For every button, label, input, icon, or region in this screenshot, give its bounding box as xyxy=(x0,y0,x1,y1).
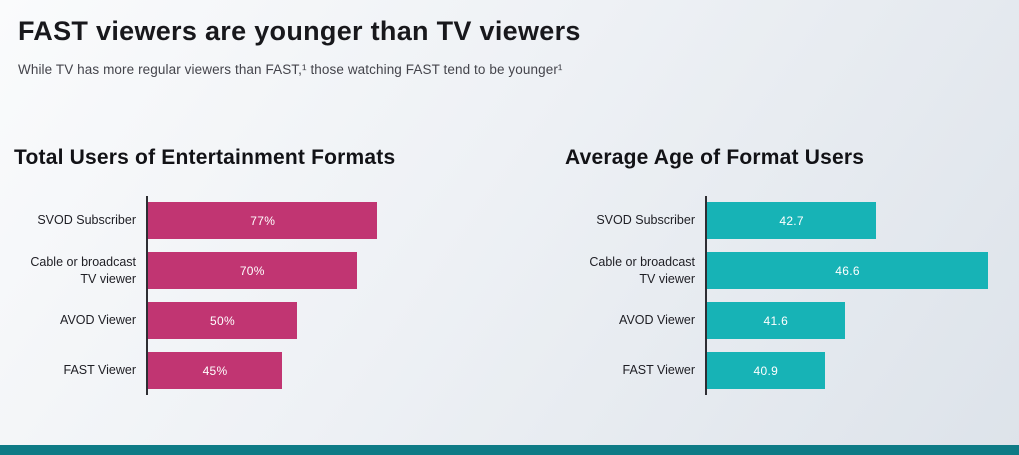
chart-total-users: Total Users of Entertainment Formats SVO… xyxy=(14,146,494,395)
value-label: 46.6 xyxy=(835,263,860,278)
chart-row: SVOD Subscriber 42.7 xyxy=(565,202,1015,239)
value-label: 40.9 xyxy=(753,363,779,378)
chart-row: FAST Viewer 45% xyxy=(14,352,494,389)
category-label: AVOD Viewer xyxy=(60,313,136,328)
chart-row: FAST Viewer 40.9 xyxy=(565,352,1015,389)
chart-rows: SVOD Subscriber 42.7 Cable or broadcast TV… xyxy=(565,196,1015,395)
value-label: 45% xyxy=(202,363,228,378)
bar-area: 45% xyxy=(146,352,446,389)
category-label: FAST Viewer xyxy=(63,363,137,378)
category-label: AVOD Viewer xyxy=(619,313,695,328)
chart-title: Average Age of Format Users xyxy=(565,146,865,169)
chart-row: AVOD Viewer 41.6 xyxy=(565,302,1015,339)
bar: 40.9 xyxy=(707,352,825,389)
bar-area: 41.6 xyxy=(705,302,991,339)
chart-row: SVOD Subscriber 77% xyxy=(14,202,494,239)
bar-area: 77% xyxy=(146,202,446,239)
page-subtitle: While TV has more regular viewers than F… xyxy=(18,62,563,77)
value-label: 41.6 xyxy=(763,313,789,328)
bar: 42.7 xyxy=(707,202,877,239)
chart-row: Cable or broadcast TV viewer 46.6 xyxy=(565,252,1015,289)
bar: 70% xyxy=(148,252,357,289)
bar: 41.6 xyxy=(707,302,845,339)
bar-area: 42.7 xyxy=(705,202,991,239)
chart-rows: SVOD Subscriber 77% Cable or broadcast TV … xyxy=(14,196,494,395)
chart-title: Total Users of Entertainment Formats xyxy=(14,146,396,169)
y-axis-line xyxy=(146,196,148,395)
y-axis-line xyxy=(705,196,707,395)
bar-area: 50% xyxy=(146,302,446,339)
bar: 46.6 xyxy=(707,252,989,289)
bar-area: 46.6 xyxy=(705,252,991,289)
bar-area: 40.9 xyxy=(705,352,991,389)
category-label: Cable or broadcast TV viewer xyxy=(30,255,136,286)
bar: 45% xyxy=(148,352,283,389)
category-label: SVOD Subscriber xyxy=(37,213,136,228)
chart-row: Cable or broadcast TV viewer 70% xyxy=(14,252,494,289)
bar: 77% xyxy=(148,202,378,239)
bottom-accent-bar xyxy=(0,445,1019,455)
bar: 50% xyxy=(148,302,297,339)
page-title: FAST viewers are younger than TV viewers xyxy=(18,16,581,46)
category-label: SVOD Subscriber xyxy=(596,213,695,228)
bar-area: 70% xyxy=(146,252,446,289)
chart-row: AVOD Viewer 50% xyxy=(14,302,494,339)
chart-average-age: Average Age of Format Users SVOD Subscri… xyxy=(565,146,1015,395)
value-label: 42.7 xyxy=(779,213,804,228)
value-label: 70% xyxy=(239,263,265,278)
category-label: FAST Viewer xyxy=(622,363,696,378)
value-label: 77% xyxy=(250,213,276,228)
value-label: 50% xyxy=(210,313,235,328)
category-label: Cable or broadcast TV viewer xyxy=(589,255,695,286)
